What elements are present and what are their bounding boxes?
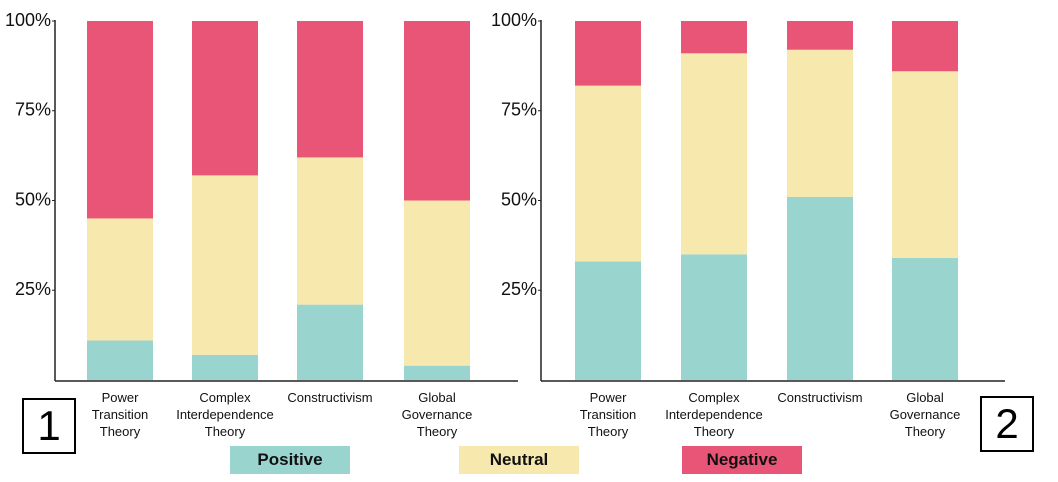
y-tick-label: 50%	[501, 189, 537, 209]
bar-segment	[681, 53, 747, 255]
bar-segment	[892, 257, 958, 380]
x-tick-label: Global Governance Theory	[889, 390, 961, 439]
x-tick-label: Power Transition Theory	[579, 390, 637, 439]
y-tick-label: 75%	[501, 100, 537, 120]
bar-segment	[575, 21, 641, 86]
bar-segment	[192, 175, 258, 355]
bar-segment	[297, 304, 363, 380]
bar-segment	[575, 85, 641, 262]
y-tick-label: 100%	[5, 10, 51, 30]
y-tick-label: 25%	[501, 279, 537, 299]
y-tick-label: 50%	[15, 189, 51, 209]
panel-label: 1	[22, 398, 76, 454]
x-tick-label: Constructivism	[287, 390, 373, 405]
x-tick-label: Complex Interdependence Theory	[176, 390, 274, 439]
x-tick-label: Complex Interdependence Theory	[665, 390, 763, 439]
y-tick-label: 25%	[15, 279, 51, 299]
bar-segment	[681, 21, 747, 54]
bar-segment	[892, 21, 958, 72]
bar-segment	[404, 21, 470, 201]
legend-entry: Positive	[230, 446, 350, 474]
bar-segment	[297, 21, 363, 158]
x-tick-label: Global Governance Theory	[401, 390, 473, 439]
y-tick-label: 100%	[491, 10, 537, 30]
bar-segment	[297, 157, 363, 305]
bar-segment	[892, 71, 958, 258]
bar-segment	[404, 365, 470, 380]
bar-segment	[192, 21, 258, 176]
bar-segment	[681, 254, 747, 380]
bar-segment	[87, 21, 153, 219]
bar-segment	[192, 354, 258, 380]
bar-segment	[404, 200, 470, 366]
bar-segment	[787, 21, 853, 50]
bar-segment	[787, 49, 853, 197]
panel-label: 2	[980, 396, 1034, 452]
y-tick-label: 75%	[15, 100, 51, 120]
bar-segment	[787, 196, 853, 380]
legend-entry: Neutral	[459, 446, 579, 474]
bar-segment	[87, 218, 153, 341]
bar-segment	[575, 261, 641, 380]
x-tick-label: Constructivism	[777, 390, 863, 405]
bar-segment	[87, 340, 153, 380]
x-tick-label: Power Transition Theory	[91, 390, 149, 439]
legend-entry: Negative	[682, 446, 802, 474]
